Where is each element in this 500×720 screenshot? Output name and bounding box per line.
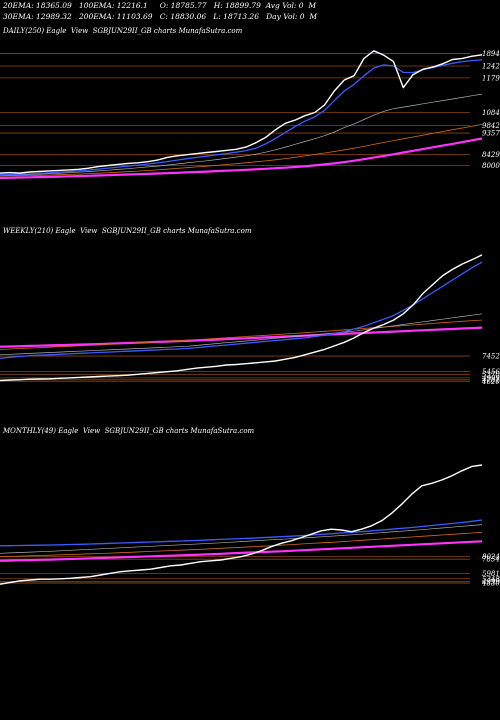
monthly-level-label: 5981 [482,570,500,578]
weekly-level-label: 4781 [481,376,500,384]
weekly-level-label: 5370 [482,371,500,379]
daily-level-label: 8000 [482,162,500,170]
daily-level-label: 9842 [482,122,500,130]
daily-level-label: 10843 [482,109,500,117]
daily-level-label: 18945 [482,50,500,58]
weekly-level-label: 4999 [481,374,500,382]
weekly-ema30-line [0,313,483,356]
weekly-level-label: 5456 [482,368,500,376]
monthly-ema200-line [0,540,483,562]
monthly-ema30-line [0,524,483,554]
monthly-ema100-line [0,531,483,558]
daily-ema20-line [0,59,483,176]
monthly-level-label: 4999 [481,578,500,586]
header-line-1: 20EMA: 18365.09 100EMA: 12216.1 O: 18785… [3,1,317,10]
header-line-2: 30EMA: 12989.32 200EMA: 11103.69 C: 1883… [3,12,317,21]
weekly-ema20-line [0,261,483,359]
monthly-level-label: 4830 [481,580,500,588]
weekly-level-label: 7452 [482,353,500,361]
daily-level-label: 12423 [482,62,500,70]
daily-price-line [0,50,483,174]
monthly-price-line [0,464,483,585]
monthly-level-label: 5348 [482,575,500,583]
daily-level-label: 11798 [482,74,500,82]
weekly-ema100-line [0,319,483,350]
monthly-ema20-line [0,519,483,547]
monthly-panel-title: MONTHLY(49) Eagle View SGBJUN29II_GB cha… [3,427,255,435]
weekly-ema200-line [0,326,483,348]
daily-level-label: 8429 [482,151,500,159]
daily-ema200-line [0,137,483,180]
monthly-level-label: 8024 [482,553,500,561]
weekly-level-label: 4620 [481,378,500,386]
monthly-level-label: 7854 [482,556,500,564]
daily-ema30-line [0,93,483,176]
daily-panel-title: DAILY(250) Eagle View SGBJUN29II_GB char… [3,27,243,35]
weekly-panel-title: WEEKLY(210) Eagle View SGBJUN29II_GB cha… [3,227,252,235]
daily-ema100-line [0,124,483,177]
weekly-price-line [0,254,483,382]
daily-level-label: 9357 [482,130,500,138]
